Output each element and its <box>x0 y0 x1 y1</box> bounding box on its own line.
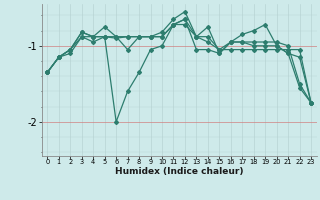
X-axis label: Humidex (Indice chaleur): Humidex (Indice chaleur) <box>115 167 244 176</box>
